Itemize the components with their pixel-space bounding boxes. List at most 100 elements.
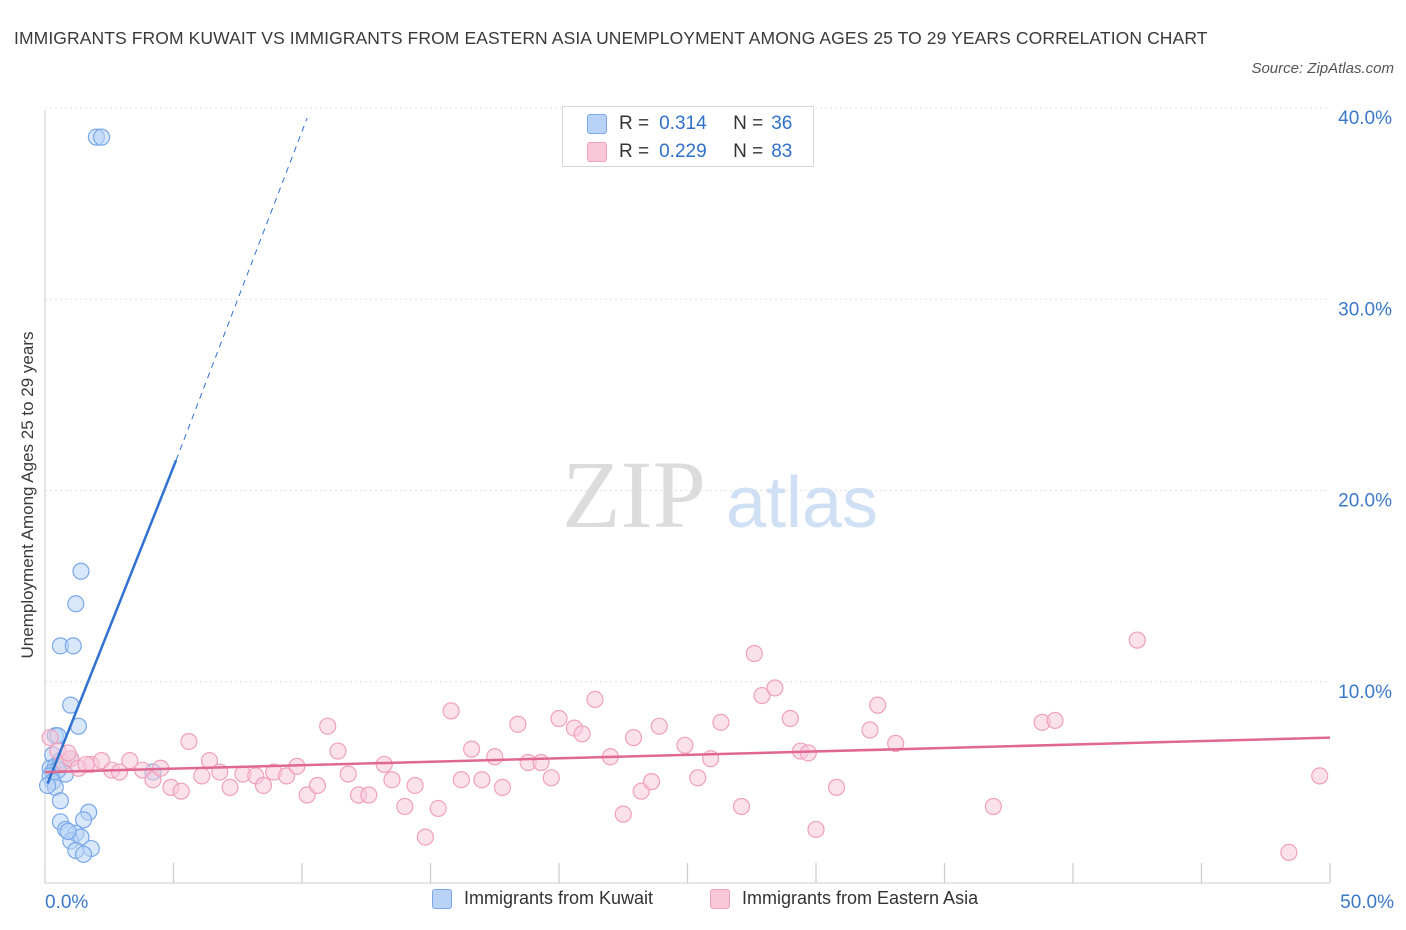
eastern-asia-point-66 bbox=[766, 679, 784, 697]
kuwait-point-22 bbox=[38, 776, 57, 795]
watermark-atlas: atlas bbox=[726, 463, 878, 543]
eastern-asia-point-52 bbox=[586, 690, 604, 709]
x-tick-label-1: 50.0% bbox=[1340, 892, 1394, 913]
y-axis-label: Unemployment Among Ages 25 to 29 years bbox=[18, 331, 37, 659]
eastern-asia-point-41 bbox=[463, 740, 481, 758]
y-tick-label-0: 10.0% bbox=[1338, 682, 1392, 703]
legend-label-kuwait: Immigrants from Kuwait bbox=[464, 888, 654, 908]
eastern-asia-point-55 bbox=[624, 729, 643, 747]
eastern-asia-point-60 bbox=[689, 769, 707, 787]
eastern-asia-point-59 bbox=[676, 736, 694, 754]
eastern-asia-point-49 bbox=[550, 709, 568, 728]
eastern-asia-point-8 bbox=[110, 763, 129, 781]
eastern-asia-point-63 bbox=[732, 797, 751, 816]
eastern-asia-point-33 bbox=[375, 755, 393, 774]
eastern-asia-point-22 bbox=[254, 776, 273, 795]
y-tick-label-2: 30.0% bbox=[1338, 299, 1392, 320]
tick-labels: 10.0% 20.0% 30.0% 40.0% 0.0% 50.0% bbox=[45, 108, 1394, 913]
eastern-asia-point-40 bbox=[452, 771, 470, 789]
eastern-asia-point-70 bbox=[807, 820, 825, 839]
eastern-asia-point-78 bbox=[1128, 631, 1146, 649]
eastern-asia-point-36 bbox=[406, 776, 424, 795]
eastern-asia-point-67 bbox=[781, 709, 799, 728]
eastern-asia-point-37 bbox=[416, 828, 434, 846]
r-value-kuwait: 0.314 bbox=[659, 113, 707, 134]
eastern-asia-point-58 bbox=[650, 717, 668, 735]
eastern-asia-point-19 bbox=[221, 778, 239, 796]
stats-row-eastern-asia: R = 0.229 N = 83 bbox=[587, 138, 792, 166]
kuwait-point-35 bbox=[59, 822, 77, 840]
eastern-asia-point-45 bbox=[509, 715, 527, 733]
watermark-zip: ZIP bbox=[562, 441, 706, 548]
r-value-eastern-asia: 0.229 bbox=[659, 141, 707, 162]
stats-legend: R = 0.314 N = 36 R = 0.229 N = 83 bbox=[562, 106, 814, 167]
eastern-asia-point-47 bbox=[532, 753, 550, 772]
eastern-asia-point-72 bbox=[861, 721, 879, 739]
eastern-asia-point-71 bbox=[827, 778, 846, 796]
legend-item-kuwait[interactable]: Immigrants from Kuwait bbox=[432, 888, 653, 909]
n-value-eastern-asia: 83 bbox=[771, 141, 793, 162]
eastern-asia-point-28 bbox=[319, 717, 337, 735]
r-label: R = bbox=[619, 141, 650, 162]
kuwait-point-3 bbox=[67, 595, 85, 613]
n-label: N = bbox=[733, 113, 764, 134]
stats-row-kuwait: R = 0.314 N = 36 bbox=[587, 110, 792, 138]
n-value-kuwait: 36 bbox=[771, 113, 793, 134]
eastern-asia-point-15 bbox=[180, 732, 198, 751]
legend-swatch-eastern-asia bbox=[710, 888, 730, 909]
chart-title: IMMIGRANTS FROM KUWAIT VS IMMIGRANTS FRO… bbox=[14, 28, 1208, 48]
kuwait-trend-extension bbox=[175, 117, 308, 461]
watermark: ZIP atlas bbox=[562, 441, 878, 548]
eastern-asia-point-57 bbox=[642, 773, 661, 791]
source-credit: Source: ZipAtlas.com bbox=[1251, 60, 1394, 77]
trend-lines bbox=[44, 117, 1331, 785]
kuwait-point-27 bbox=[74, 811, 93, 829]
x-tick-label-0: 0.0% bbox=[45, 892, 88, 913]
kuwait-point-24 bbox=[51, 792, 70, 810]
eastern-asia-point-44 bbox=[493, 778, 512, 796]
eastern-asia-point-35 bbox=[396, 797, 414, 816]
y-tick-label-1: 20.0% bbox=[1338, 491, 1392, 512]
legend-label-eastern-asia: Immigrants from Eastern Asia bbox=[742, 888, 979, 908]
bottom-legend: Immigrants from Kuwait Immigrants from E… bbox=[0, 888, 1406, 916]
eastern-asia-point-30 bbox=[339, 765, 357, 783]
y-tick-label-3: 40.0% bbox=[1338, 108, 1392, 129]
eastern-asia-swatch bbox=[587, 142, 607, 162]
eastern-asia-point-65 bbox=[753, 686, 771, 705]
eastern-asia-point-79 bbox=[1280, 843, 1298, 862]
eastern-asia-point-32 bbox=[360, 786, 378, 804]
eastern-asia-point-75 bbox=[984, 797, 1002, 816]
eastern-asia-point-73 bbox=[869, 696, 887, 714]
eastern-asia-point-38 bbox=[429, 799, 447, 818]
eastern-asia-point-43 bbox=[486, 748, 504, 766]
eastern-asia-point-74 bbox=[887, 734, 905, 752]
n-label: N = bbox=[733, 141, 764, 162]
kuwait-point-5 bbox=[64, 637, 82, 655]
kuwait-trend-line bbox=[46, 459, 178, 785]
eastern-asia-point-77 bbox=[1046, 711, 1064, 730]
eastern-asia-point-42 bbox=[473, 771, 491, 789]
eastern-asia-point-64 bbox=[745, 644, 763, 663]
eastern-asia-point-51 bbox=[573, 725, 591, 743]
eastern-asia-point-62 bbox=[712, 713, 730, 731]
eastern-asia-point-82 bbox=[77, 755, 95, 774]
eastern-asia-point-80 bbox=[1311, 767, 1329, 785]
eastern-asia-point-27 bbox=[308, 776, 327, 795]
r-label: R = bbox=[619, 113, 650, 134]
kuwait-point-34 bbox=[74, 845, 93, 863]
eastern-asia-point-29 bbox=[329, 742, 347, 760]
legend-swatch-kuwait bbox=[432, 888, 452, 909]
eastern-asia-point-54 bbox=[614, 805, 632, 823]
eastern-asia-point-0 bbox=[41, 729, 59, 747]
eastern-asia-point-14 bbox=[172, 782, 190, 800]
kuwait-point-1 bbox=[92, 128, 111, 146]
kuwait-swatch bbox=[587, 114, 607, 134]
kuwait-point-2 bbox=[72, 562, 90, 580]
eastern-asia-point-16 bbox=[193, 767, 211, 785]
gridlines bbox=[45, 107, 1330, 683]
eastern-asia-trend-line bbox=[44, 736, 1331, 774]
eastern-asia-point-39 bbox=[442, 702, 460, 720]
eastern-asia-point-48 bbox=[542, 769, 560, 787]
legend-item-eastern-asia[interactable]: Immigrants from Eastern Asia bbox=[710, 888, 978, 909]
